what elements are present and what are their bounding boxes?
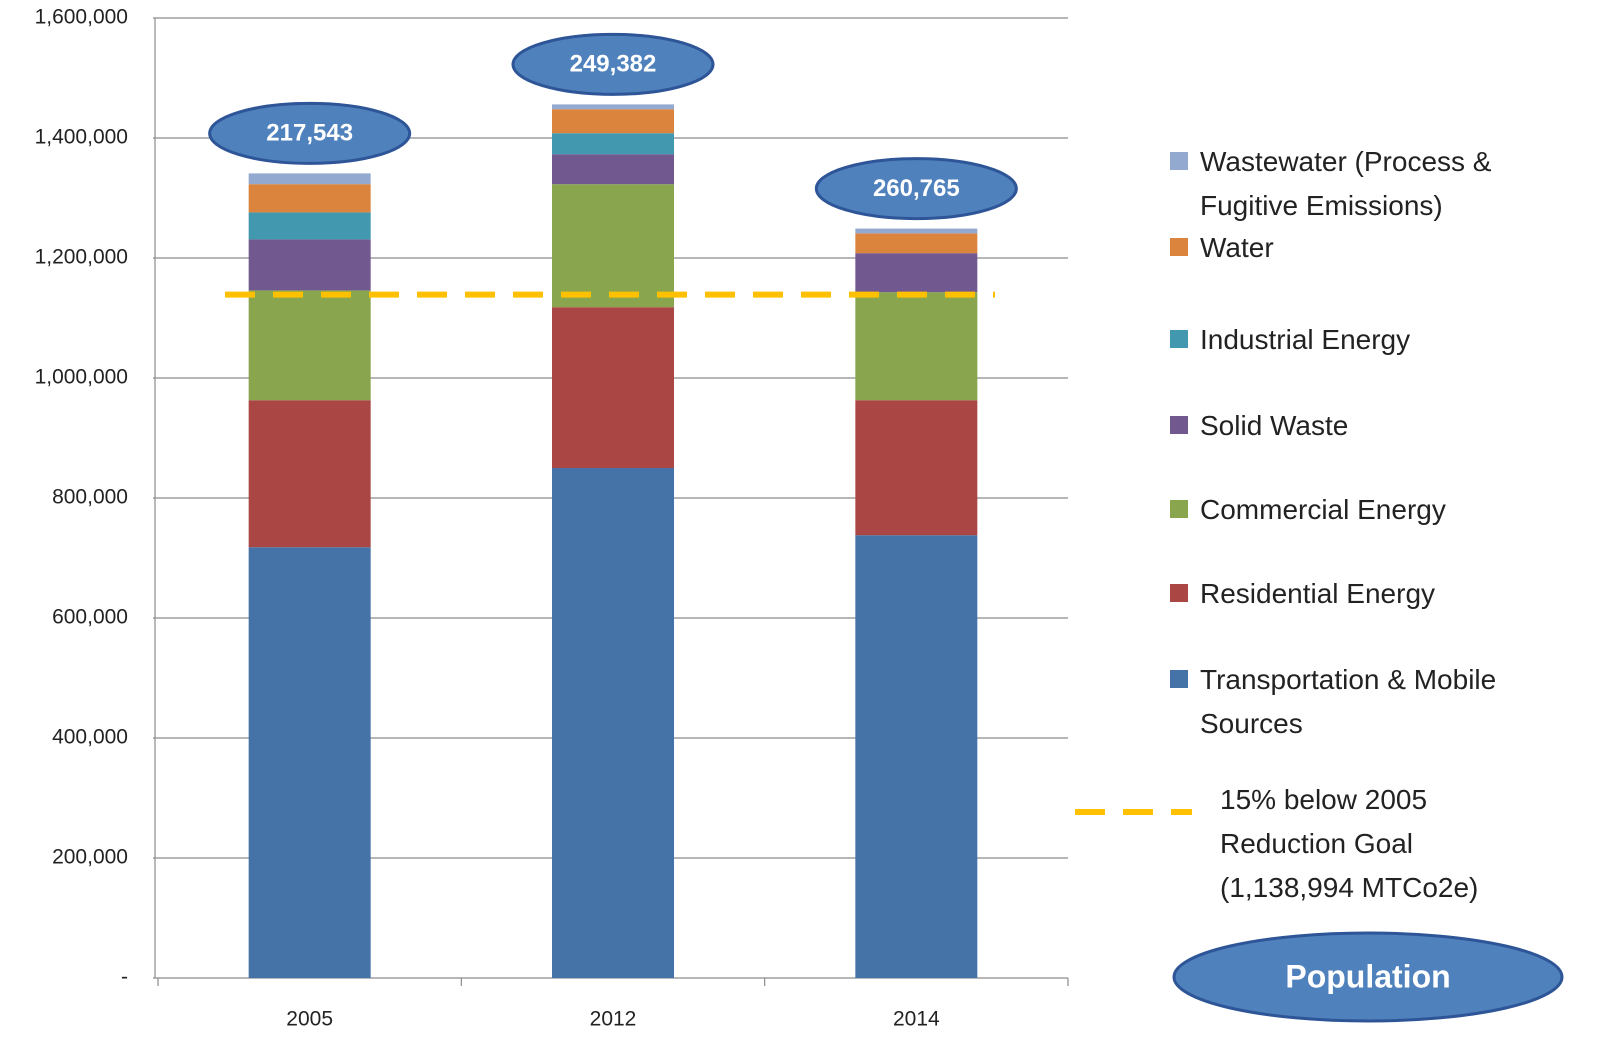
bar-segment (248, 239, 371, 291)
legend-label: 15% below 2005 Reduction Goal (1,138,994… (1220, 784, 1479, 903)
legend-swatch (1170, 152, 1188, 170)
legend-label: Solid Waste (1200, 410, 1349, 441)
population-label: 249,382 (570, 51, 657, 78)
legend-swatch (1170, 584, 1188, 602)
legend-swatch (1170, 500, 1188, 518)
population-title: Population (1285, 958, 1450, 994)
population-label: 260,765 (873, 175, 960, 202)
population-bubble (208, 101, 412, 165)
legend-swatch (1170, 670, 1188, 688)
legend-label: Commercial Energy (1200, 494, 1446, 525)
x-tick-label: 2005 (286, 1008, 333, 1031)
y-tick-label: 1,000,000 (35, 366, 128, 389)
legend-item: Water (1170, 226, 1580, 270)
bar-segment (855, 228, 978, 234)
population-legend-bubble (1172, 931, 1564, 1023)
x-tick-label: 2012 (590, 1008, 637, 1031)
bar-segment (248, 547, 371, 978)
y-tick-label: 800,000 (52, 486, 128, 509)
bar-segment (552, 184, 674, 308)
legend-label: Industrial Energy (1200, 324, 1411, 355)
y-tick-label: 1,200,000 (35, 246, 128, 269)
population-bubble (511, 32, 715, 96)
y-tick-label: 1,600,000 (35, 6, 128, 29)
bar-segment (552, 468, 674, 978)
y-tick-label: 400,000 (52, 726, 128, 749)
bar-segment (855, 233, 978, 254)
legend-label: Wastewater (Process & Fugitive Emissions… (1200, 146, 1492, 221)
bar-segment (248, 290, 371, 401)
legend-label: Water (1200, 232, 1274, 263)
legend-item: Solid Waste (1170, 404, 1580, 448)
legend-label: Residential Energy (1200, 578, 1436, 609)
bar-segment (552, 154, 674, 185)
y-tick-label: - (121, 966, 128, 989)
legend-item: Commercial Energy (1170, 488, 1580, 532)
legend-swatch (1170, 416, 1188, 434)
legend-item: Transportation & Mobile Sources (1170, 658, 1580, 746)
legend-label: Transportation & Mobile Sources (1200, 664, 1497, 739)
bar-segment (855, 253, 978, 293)
bar-segment (552, 133, 674, 155)
legend-item: Wastewater (Process & Fugitive Emissions… (1170, 140, 1580, 228)
bar-segment (248, 173, 371, 185)
bar-segment (552, 104, 674, 110)
bar-segment (855, 535, 978, 978)
legend-swatch (1170, 330, 1188, 348)
y-tick-label: 1,400,000 (35, 126, 128, 149)
bar-segment (855, 292, 978, 401)
legend-item: Residential Energy (1170, 572, 1580, 616)
bar-segment (855, 400, 978, 536)
bar-segment (552, 109, 674, 134)
bar-segment (248, 212, 371, 240)
bar-segment (248, 400, 371, 548)
x-tick-label: 2014 (893, 1008, 940, 1031)
legend-swatch (1170, 238, 1188, 256)
y-tick-label: 200,000 (52, 846, 128, 869)
legend-item: Industrial Energy (1170, 318, 1580, 362)
bar-segment (552, 307, 674, 468)
population-label: 217,543 (266, 120, 353, 147)
bar-segment (248, 184, 371, 213)
y-tick-label: 600,000 (52, 606, 128, 629)
population-bubble (814, 157, 1018, 221)
